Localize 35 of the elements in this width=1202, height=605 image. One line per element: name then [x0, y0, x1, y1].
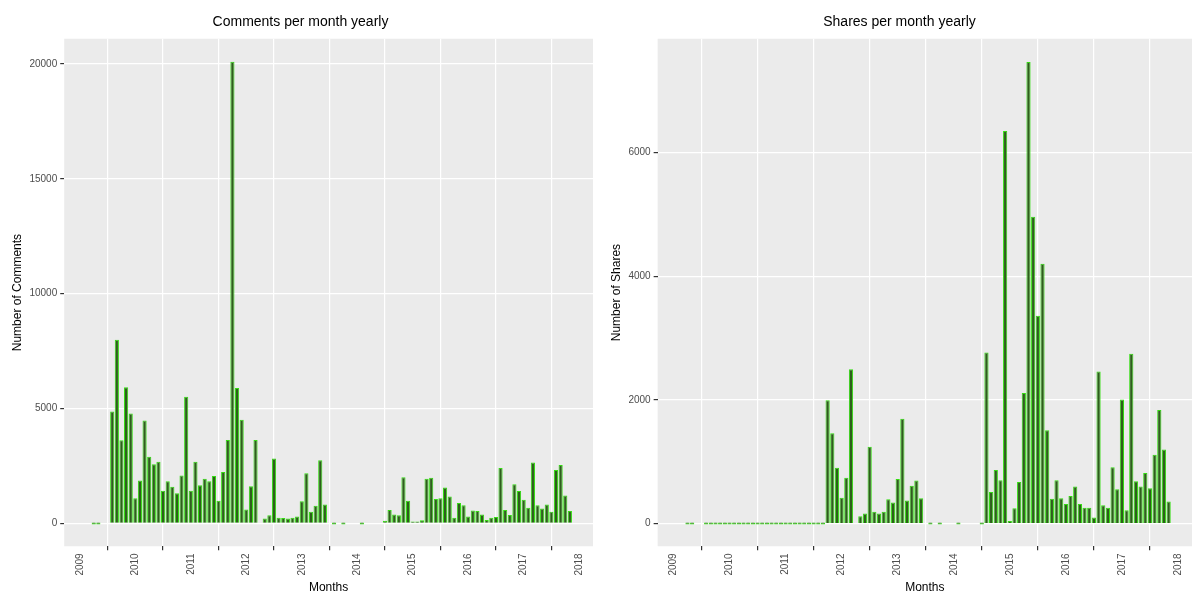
y-tick-label: 6000 [628, 146, 652, 158]
chart-title: Shares per month yearly [823, 13, 976, 30]
x-tick-label: 2018 [572, 552, 584, 576]
y-tick-label: 20000 [29, 57, 58, 69]
x-tick-label: 2009 [73, 552, 85, 576]
x-tick-label: 2012 [240, 552, 252, 576]
y-axis-title: Number of Shares [608, 243, 623, 342]
x-tick-label: 2016 [1059, 552, 1071, 576]
x-tick-label: 2010 [723, 552, 735, 576]
y-tick-label: 0 [645, 517, 652, 529]
y-tick-label: 5000 [34, 402, 58, 414]
x-tick-label: 2013 [295, 552, 307, 576]
x-tick-label: 2012 [835, 552, 847, 576]
x-tick-label: 2015 [1003, 552, 1015, 576]
x-tick-label: 2011 [779, 552, 791, 575]
x-tick-label: 2011 [184, 552, 196, 575]
y-tick-label: 10000 [29, 287, 58, 299]
x-tick-label: 2014 [947, 552, 959, 576]
x-tick-label: 2010 [129, 552, 141, 576]
x-tick-label: 2017 [1115, 552, 1127, 576]
x-tick-label: 2018 [1171, 552, 1183, 576]
x-axis-title: Months [905, 580, 945, 595]
y-tick-label: 0 [51, 517, 58, 529]
chart-title: Comments per month yearly [212, 13, 389, 30]
x-tick-label: 2009 [667, 552, 679, 576]
x-tick-label: 2013 [891, 552, 903, 576]
x-tick-label: 2017 [517, 552, 529, 576]
x-tick-label: 2016 [461, 552, 473, 576]
y-tick-label: 2000 [628, 393, 652, 405]
y-tick-label: 15000 [29, 172, 58, 184]
x-tick-label: 2014 [350, 552, 362, 576]
y-tick-label: 4000 [628, 269, 652, 281]
x-axis-title: Months [308, 580, 349, 595]
x-tick-label: 2015 [406, 552, 418, 576]
y-axis-title: Number of Comments [9, 233, 24, 352]
